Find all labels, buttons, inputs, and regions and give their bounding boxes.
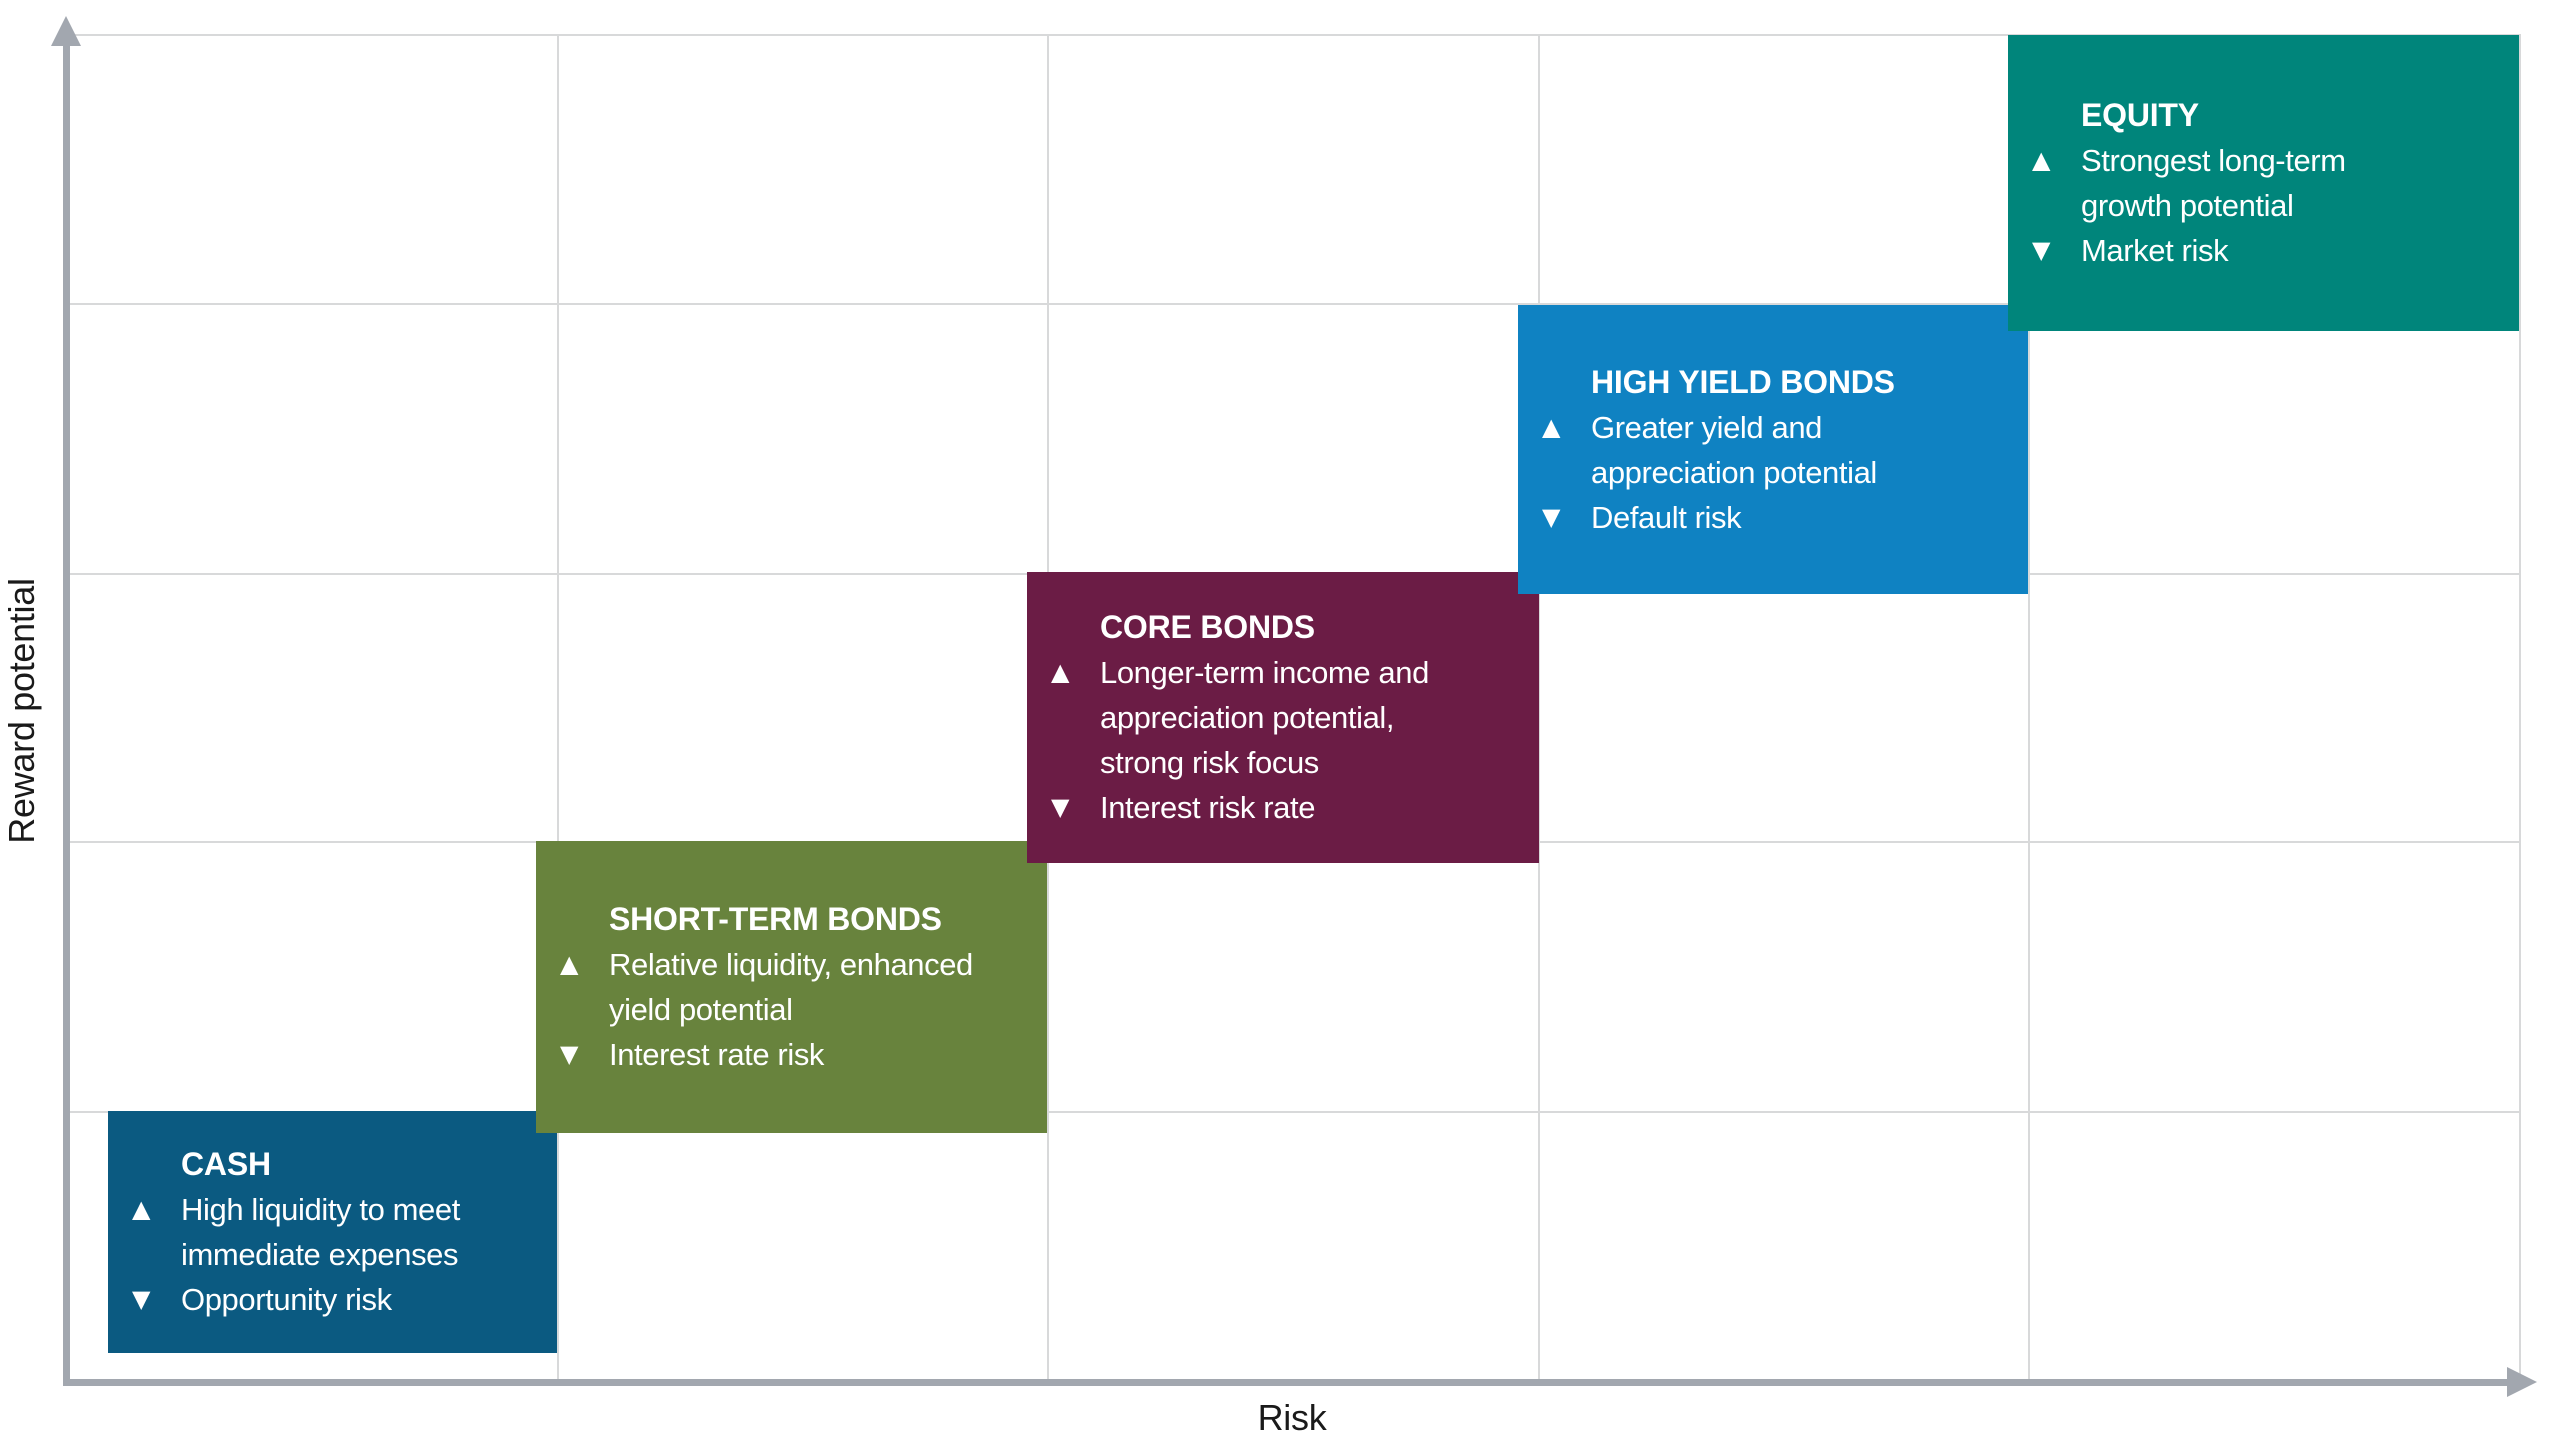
box-risk-row: ▼ Market risk: [2032, 228, 2503, 273]
benefit-text: Strongest long-term growth potential: [2081, 143, 2346, 223]
box-benefit-row: ▲ Relative liquidity, enhanced yield pot…: [560, 942, 1031, 1032]
down-triangle-icon: ▼: [132, 1285, 151, 1313]
box-benefit-row: ▲ Strongest long-term growth potential: [2032, 138, 2503, 228]
risk-text: Opportunity risk: [181, 1282, 392, 1317]
box-title: SHORT-TERM BONDS: [609, 901, 942, 937]
box-benefit-row: ▲ High liquidity to meet immediate expen…: [132, 1187, 541, 1277]
box-risk-row: ▼ Opportunity risk: [132, 1277, 541, 1322]
up-triangle-icon: ▲: [2032, 146, 2051, 174]
down-triangle-icon: ▼: [1051, 793, 1070, 821]
vertical-gridline: [2519, 34, 2521, 1382]
vertical-gridline: [557, 34, 559, 1382]
down-triangle-icon: ▼: [560, 1040, 579, 1068]
box-title-row: CORE BONDS: [1051, 605, 1523, 650]
down-triangle-icon: ▼: [1542, 502, 1561, 531]
horizontal-gridline: [66, 1111, 2521, 1113]
box-risk-row: ▼ Interest rate risk: [560, 1032, 1031, 1077]
x-axis-arrow-icon: [2507, 1367, 2537, 1397]
benefit-text: Greater yield and appreciation potential: [1591, 409, 1877, 490]
box-title: CASH: [181, 1146, 271, 1182]
risk-text: Market risk: [2081, 233, 2229, 268]
y-axis-label: Reward potential: [1, 578, 42, 844]
horizontal-gridline: [66, 34, 2521, 36]
box-title: CORE BONDS: [1100, 609, 1315, 645]
asset-box-cash: CASH ▲ High liquidity to meet immediate …: [108, 1111, 557, 1353]
box-risk-row: ▼ Interest risk rate: [1051, 785, 1523, 830]
up-triangle-icon: ▲: [1542, 412, 1561, 441]
benefit-text: Relative liquidity, enhanced yield poten…: [609, 947, 973, 1027]
benefit-text: High liquidity to meet immediate expense…: [181, 1192, 460, 1272]
up-triangle-icon: ▲: [560, 950, 579, 978]
box-benefit-row: ▲ Greater yield and appreciation potenti…: [1542, 405, 2012, 495]
y-axis-line: [63, 40, 70, 1386]
box-title: HIGH YIELD BONDS: [1591, 363, 1895, 400]
y-axis-arrow-icon: [51, 16, 81, 46]
asset-box-equity: EQUITY ▲ Strongest long-term growth pote…: [2008, 35, 2519, 331]
box-title-row: HIGH YIELD BONDS: [1542, 360, 2012, 405]
up-triangle-icon: ▲: [132, 1195, 151, 1223]
vertical-gridline: [1538, 34, 1540, 1382]
asset-box-core-bonds: CORE BONDS ▲ Longer-term income and appr…: [1027, 572, 1539, 863]
box-title-row: EQUITY: [2032, 93, 2503, 138]
box-title: EQUITY: [2081, 97, 2199, 133]
x-axis-label: Risk: [1257, 1397, 1327, 1438]
box-title-row: SHORT-TERM BONDS: [560, 897, 1031, 942]
risk-text: Interest rate risk: [609, 1037, 825, 1072]
box-risk-row: ▼ Default risk: [1542, 495, 2012, 540]
risk-text: Interest risk rate: [1100, 790, 1316, 825]
box-title-row: CASH: [132, 1142, 541, 1187]
horizontal-gridline: [66, 303, 2521, 305]
asset-box-high-yield-bonds: HIGH YIELD BONDS ▲ Greater yield and app…: [1518, 305, 2028, 594]
benefit-text: Longer-term income and appreciation pote…: [1100, 655, 1429, 780]
x-axis-line: [63, 1379, 2508, 1386]
vertical-gridline: [2028, 34, 2030, 1382]
asset-box-short-term-bonds: SHORT-TERM BONDS ▲ Relative liquidity, e…: [536, 841, 1047, 1133]
box-benefit-row: ▲ Longer-term income and appreciation po…: [1051, 650, 1523, 785]
down-triangle-icon: ▼: [2032, 236, 2051, 264]
up-triangle-icon: ▲: [1051, 658, 1070, 686]
risk-text: Default risk: [1591, 499, 1742, 535]
